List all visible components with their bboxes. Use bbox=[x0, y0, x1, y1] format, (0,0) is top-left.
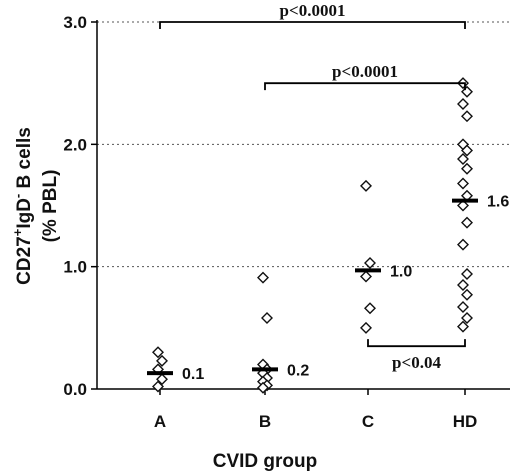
data-point bbox=[156, 373, 168, 386]
data-point bbox=[360, 321, 372, 334]
significance-brackets: p<0.0001 p<0.0001 p<0.04 bbox=[159, 1, 466, 372]
x-category-label: HD bbox=[453, 412, 478, 431]
data-points bbox=[152, 77, 473, 394]
x-category-label: A bbox=[154, 412, 166, 431]
x-category-label: B bbox=[259, 412, 271, 431]
data-point bbox=[457, 153, 469, 166]
data-point bbox=[461, 110, 473, 123]
data-point bbox=[257, 271, 269, 284]
median-label: 0.2 bbox=[287, 362, 309, 379]
y-axis-label: CD27+IgD- B cells bbox=[10, 127, 35, 285]
data-point bbox=[457, 199, 469, 212]
p-value-label: p<0.0001 bbox=[332, 62, 398, 81]
data-point bbox=[152, 380, 164, 393]
comparison-bracket bbox=[159, 21, 466, 29]
median-label: 1.6 bbox=[487, 194, 509, 211]
grid-lines bbox=[97, 21, 510, 268]
data-point bbox=[457, 97, 469, 110]
data-point bbox=[457, 177, 469, 190]
data-point bbox=[360, 179, 372, 192]
y-tick-label: 2.0 bbox=[63, 135, 87, 154]
y-tick-label: 1.0 bbox=[63, 258, 87, 277]
data-point bbox=[364, 302, 376, 315]
data-point bbox=[461, 288, 473, 301]
data-point bbox=[360, 270, 372, 283]
data-point bbox=[364, 257, 376, 269]
comparison-bracket bbox=[367, 339, 466, 348]
median-label: 0.1 bbox=[182, 366, 204, 383]
comparison-bracket bbox=[264, 82, 466, 91]
data-point bbox=[461, 216, 473, 229]
median-label: 1.0 bbox=[390, 263, 412, 280]
data-point bbox=[152, 346, 164, 359]
data-point bbox=[457, 320, 469, 333]
y-tick-label: 3.0 bbox=[63, 13, 87, 32]
data-point bbox=[461, 312, 473, 325]
data-point bbox=[457, 279, 469, 292]
y-axis-unit-label: (% PBL) bbox=[40, 170, 61, 243]
p-value-label: p<0.04 bbox=[392, 353, 441, 372]
data-point bbox=[457, 238, 469, 251]
data-point bbox=[156, 354, 168, 367]
data-point bbox=[257, 381, 269, 394]
x-category-labels: A B C HD bbox=[154, 412, 477, 431]
x-category-label: C bbox=[362, 412, 374, 431]
y-tick-label: 0.0 bbox=[63, 380, 87, 399]
data-point bbox=[461, 144, 473, 157]
y-tick-labels: 0.0 1.0 2.0 3.0 bbox=[63, 13, 87, 399]
axes bbox=[91, 20, 510, 395]
x-axis-label: CVID group bbox=[213, 451, 318, 472]
data-point bbox=[457, 301, 469, 314]
data-point bbox=[461, 268, 473, 280]
median-markers: 0.1 0.2 1.0 1.6 bbox=[147, 194, 509, 383]
p-value-label: p<0.0001 bbox=[280, 1, 346, 20]
data-point bbox=[261, 312, 273, 325]
data-point bbox=[461, 162, 473, 175]
